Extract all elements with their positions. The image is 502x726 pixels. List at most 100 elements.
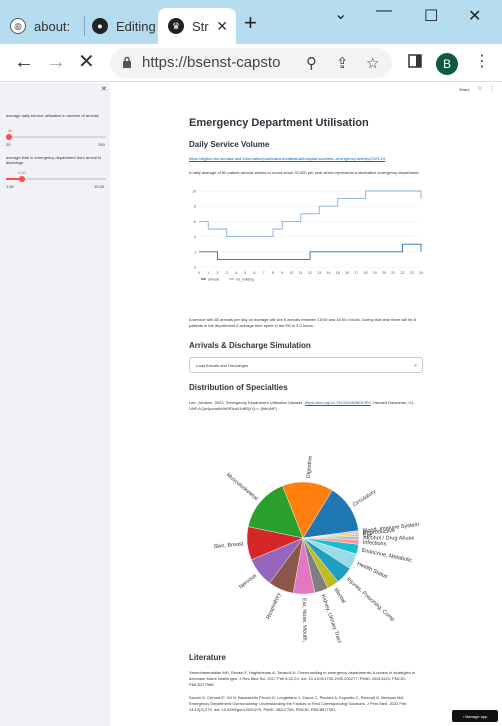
pie-slice[interactable] [282, 481, 333, 539]
slider-arrivals-max: 700 [98, 142, 105, 147]
pie-slice-label: Injuries, Poisoning, Comp [345, 576, 395, 623]
pie-slice-label: Digestive [306, 455, 314, 478]
manage-app-label: Manage app [465, 713, 488, 719]
pie-slice-label: Infections [363, 540, 387, 548]
literature-heading: Literature [189, 653, 226, 662]
share-icon[interactable]: ⇪ [336, 55, 349, 72]
pie-slice-label: Ear, Nose, Mouth, Dental [301, 598, 308, 643]
legend-label: ed_building [236, 278, 254, 282]
tab-label: Str [192, 18, 209, 34]
tab-editing[interactable]: ● Editing [92, 8, 156, 44]
slider-time[interactable] [6, 176, 106, 182]
x-tick-label: 8 [272, 271, 274, 275]
simulation-select[interactable]: Load Arrivals and Discharges ⌄ [189, 357, 423, 373]
daily-text: A daily average of 80 patient arrivals s… [189, 170, 420, 175]
lock-icon [123, 56, 131, 68]
series-line-arrivals [199, 243, 422, 260]
new-tab-button[interactable]: + [244, 10, 257, 35]
side-panel-icon[interactable] [408, 54, 422, 68]
distribution-citation: Lee, Jordane, 2023, 'Emergency Departmen… [189, 400, 425, 412]
pie-slice-label: Respiratory [266, 592, 283, 620]
x-tick-label: 21 [391, 271, 395, 275]
after-chart-text: A service with 80 arrivals per day on av… [189, 317, 416, 328]
x-tick-label: 11 [299, 271, 303, 275]
minimize-button[interactable]: — [376, 2, 392, 19]
tab-label: about: [34, 18, 71, 34]
slider-time-label: average time in emergency department fro… [6, 155, 102, 165]
doi-link[interactable]: https://doi.org/10.7910/DVN/BEE3P9 [305, 400, 371, 405]
pie-slice-label: Health Status [356, 561, 389, 580]
sidebar-close-icon[interactable]: ✕ [101, 86, 107, 93]
nhs-data-link[interactable]: https://digital.nhs.uk/data-and-informat… [189, 156, 386, 161]
back-arrow-icon[interactable]: ← [14, 51, 34, 73]
bookmark-star-icon[interactable]: ☆ [366, 55, 380, 72]
pie-slice-label: Reproductive [363, 528, 396, 537]
x-tick-label: 4 [235, 271, 237, 275]
zoom-icon[interactable]: ⚲ [306, 55, 317, 72]
slider-arrivals[interactable] [6, 134, 106, 140]
tab-streamlit[interactable]: ♛ Str ✕ [158, 8, 236, 44]
pie-slice-label: Alcohol / Drug Abuse [363, 536, 414, 542]
pie-slice-label: Circulatory [352, 489, 378, 509]
y-tick-label: 8 [194, 205, 196, 209]
share-button[interactable]: Share [459, 87, 470, 92]
x-tick-label: 12 [308, 271, 312, 275]
x-tick-label: 0 [198, 271, 200, 275]
star-icon[interactable]: ☆ [477, 86, 483, 92]
maximize-button[interactable]: ☐ [424, 8, 439, 25]
x-tick-label: 22 [401, 271, 405, 275]
x-tick-label: 5 [244, 271, 246, 275]
menu-icon[interactable]: ⋮ [489, 86, 495, 92]
tab-label: Editing [116, 18, 156, 34]
pie-slice-label: Nervous [238, 573, 258, 591]
streamlit-crown-icon: ♛ [168, 18, 184, 34]
y-tick-label: 2 [194, 250, 196, 254]
x-tick-label: 1 [207, 271, 209, 275]
pie-slice[interactable] [247, 485, 304, 539]
close-window-button[interactable]: ✕ [468, 8, 482, 25]
slider-arrivals-min: 20 [6, 142, 11, 147]
pie-slice-label: Eye [363, 532, 373, 538]
manage-app-button[interactable]: ‹ Manage app [452, 710, 498, 722]
x-tick-label: 24 [419, 271, 423, 275]
omnibox[interactable]: https://bsenst-capsto ⚲ ⇪ ☆ [110, 48, 392, 78]
literature-ref-2: Savioli G, Ceresa IF, Gri N, Bavestrello… [189, 695, 407, 712]
slider-arrivals-thumb[interactable] [6, 134, 12, 140]
url-text[interactable]: https://bsenst-capsto [142, 54, 281, 71]
citation-tail: , Harvard Dataverse, V1, UNF:6:Qe4pcnaWx… [189, 400, 415, 411]
citation-text: Lee, Jordane, 2023, 'Emergency Departmen… [189, 400, 306, 405]
tab-about[interactable]: ◍ about: [10, 8, 84, 44]
x-tick-label: 9 [281, 271, 283, 275]
github-icon: ● [92, 18, 108, 34]
slider-time-thumb[interactable] [19, 176, 25, 182]
browser-tab-strip: ◍ about: ● Editing ♛ Str ✕ + ⌄ — ☐ ✕ [0, 0, 502, 44]
x-tick-label: 17 [354, 271, 358, 275]
simulation-select-value: Load Arrivals and Discharges [196, 363, 249, 368]
slider-time-min: 1.60 [6, 184, 14, 189]
x-tick-label: 6 [254, 271, 256, 275]
close-icon[interactable]: ✕ [78, 51, 95, 73]
chevron-down-icon: ⌄ [412, 362, 418, 368]
x-tick-label: 13 [317, 271, 321, 275]
page-viewport: ✕ average daily service utilisation in n… [0, 83, 502, 726]
y-tick-label: 6 [194, 220, 196, 224]
slider-arrivals-label: average daily service utilisation in num… [6, 113, 99, 118]
daily-heading: Daily Service Volume [189, 140, 270, 149]
browser-menu-icon[interactable]: ⋮ [474, 53, 490, 70]
series-line-ed_building [199, 190, 422, 238]
y-tick-label: 10 [192, 190, 196, 194]
tab-separator [84, 16, 85, 36]
x-tick-label: 3 [226, 271, 228, 275]
close-tab-icon[interactable]: ✕ [216, 17, 228, 34]
pie-slice-label: Endocrine, Metabolic [361, 548, 413, 564]
tab-search-chevron-icon[interactable]: ⌄ [334, 6, 348, 23]
forward-arrow-icon[interactable]: → [46, 51, 66, 73]
x-tick-label: 23 [410, 271, 414, 275]
distribution-heading: Distribution of Specialties [189, 383, 288, 392]
x-tick-label: 16 [345, 271, 349, 275]
x-tick-label: 20 [382, 271, 386, 275]
profile-avatar[interactable]: B [436, 53, 458, 75]
arrivals-heading: Arrivals & Discharge Simulation [189, 341, 311, 350]
